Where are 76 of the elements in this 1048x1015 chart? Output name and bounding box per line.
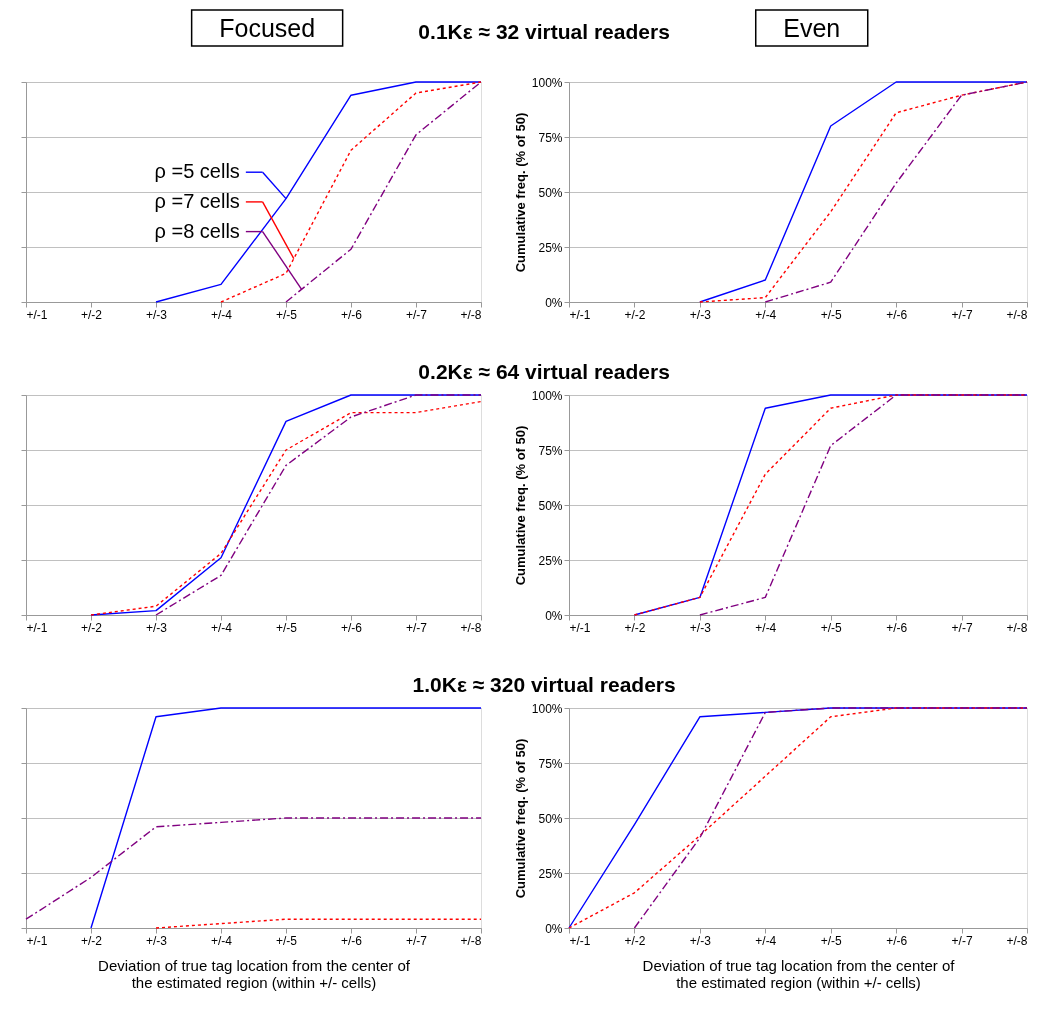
text: Focused bbox=[219, 14, 316, 42]
x-tick-label: +/-5 bbox=[275, 307, 298, 322]
text: Even bbox=[783, 14, 841, 42]
x-tick-label: +/-8 bbox=[1006, 620, 1028, 635]
x-tick-label: +/-2 bbox=[624, 933, 646, 948]
x-tick-label: +/-3 bbox=[689, 307, 712, 322]
x-tick-label: +/-8 bbox=[1006, 933, 1028, 948]
x-tick-label: +/-3 bbox=[145, 307, 168, 322]
x-tick-label: +/-4 bbox=[210, 307, 233, 322]
x-tick-label: +/-5 bbox=[820, 307, 843, 322]
x-tick-label: +/-7 bbox=[405, 933, 428, 948]
x-tick-label: +/-4 bbox=[755, 620, 777, 635]
y-tick-label: 100% bbox=[531, 75, 563, 90]
y-tick-label: 100% bbox=[531, 701, 563, 716]
y-tick-label: 0% bbox=[545, 295, 563, 310]
y-tick-label: 25% bbox=[538, 553, 563, 568]
x-tick-label: +/-4 bbox=[210, 933, 233, 948]
x-tick-label: +/-2 bbox=[80, 307, 103, 322]
x-tick-label: +/-2 bbox=[624, 620, 646, 635]
legend-label: ρ =8 cells bbox=[154, 219, 240, 242]
x-tick-label: +/-8 bbox=[460, 307, 482, 322]
x-tick-label: +/-1 bbox=[26, 307, 48, 322]
y-tick-label: 50% bbox=[538, 811, 563, 826]
text: 1.0Kε ≈ 320 virtual readers bbox=[412, 672, 676, 696]
y-tick-label: 50% bbox=[538, 185, 563, 200]
x-tick-label: +/-1 bbox=[569, 620, 591, 635]
y-tick-label: 25% bbox=[538, 240, 563, 255]
x-tick-label: +/-2 bbox=[80, 933, 103, 948]
y-tick-label: 25% bbox=[538, 866, 563, 881]
x-tick-label: +/-3 bbox=[145, 620, 168, 635]
y-tick-label: 0% bbox=[545, 921, 563, 936]
y-tick-label: 50% bbox=[538, 498, 563, 513]
x-axis-title: Deviation of true tag location from the center of the estimated region (within +/- cells) bbox=[642, 956, 956, 991]
x-tick-label: +/-7 bbox=[951, 307, 973, 322]
x-tick-label: +/-6 bbox=[340, 620, 363, 635]
x-tick-label: +/-2 bbox=[80, 620, 103, 635]
x-tick-label: +/-6 bbox=[886, 307, 908, 322]
text: 0.2Kε ≈ 64 virtual readers bbox=[418, 359, 670, 383]
x-tick-label: +/-6 bbox=[886, 933, 908, 948]
x-tick-label: +/-5 bbox=[820, 933, 843, 948]
x-tick-label: +/-7 bbox=[405, 620, 428, 635]
y-axis-title: Cumulative freq. (% of 50) bbox=[512, 738, 528, 899]
x-tick-label: +/-3 bbox=[145, 933, 168, 948]
x-tick-label: +/-8 bbox=[1006, 307, 1028, 322]
x-tick-label: +/-8 bbox=[460, 620, 482, 635]
x-tick-label: +/-3 bbox=[689, 933, 712, 948]
y-tick-label: 100% bbox=[531, 388, 563, 403]
x-tick-label: +/-7 bbox=[951, 620, 973, 635]
x-tick-label: +/-4 bbox=[755, 933, 777, 948]
x-tick-label: +/-6 bbox=[886, 620, 908, 635]
x-tick-label: +/-4 bbox=[210, 620, 233, 635]
x-tick-label: +/-1 bbox=[569, 307, 591, 322]
y-tick-label: 0% bbox=[545, 608, 563, 623]
x-tick-label: +/-3 bbox=[689, 620, 712, 635]
x-axis-title: Deviation of true tag location from the center of the estimated region (within +/- cells) bbox=[98, 956, 411, 991]
x-tick-label: +/-6 bbox=[340, 307, 363, 322]
x-tick-label: +/-1 bbox=[569, 933, 591, 948]
x-tick-label: +/-7 bbox=[951, 933, 973, 948]
x-tick-label: +/-4 bbox=[755, 307, 777, 322]
legend-label: ρ =7 cells bbox=[154, 189, 240, 212]
x-tick-label: +/-5 bbox=[820, 620, 843, 635]
y-axis-title: Cumulative freq. (% of 50) bbox=[512, 425, 528, 586]
x-tick-label: +/-5 bbox=[275, 933, 298, 948]
x-tick-label: +/-2 bbox=[624, 307, 646, 322]
legend-label: ρ =5 cells bbox=[154, 160, 240, 183]
y-tick-label: 75% bbox=[538, 130, 563, 145]
text: 0.1Kε ≈ 32 virtual readers bbox=[418, 19, 670, 43]
x-tick-label: +/-8 bbox=[460, 933, 482, 948]
y-tick-label: 75% bbox=[538, 443, 563, 458]
x-tick-label: +/-5 bbox=[275, 620, 298, 635]
x-tick-label: +/-1 bbox=[26, 933, 48, 948]
y-axis-title: Cumulative freq. (% of 50) bbox=[512, 112, 528, 273]
x-tick-label: +/-6 bbox=[340, 933, 363, 948]
x-tick-label: +/-7 bbox=[405, 307, 428, 322]
x-tick-label: +/-1 bbox=[26, 620, 48, 635]
y-tick-label: 75% bbox=[538, 756, 563, 771]
